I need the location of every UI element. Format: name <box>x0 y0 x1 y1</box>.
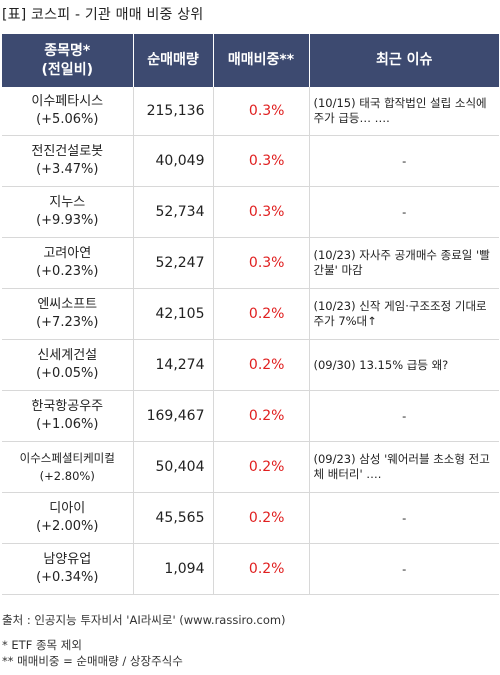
header-issue: 최근 이슈 <box>309 34 499 87</box>
stock-name: 전진건설로봇 <box>31 144 104 159</box>
recent-issue: (09/30) 13.15% 급등 왜? <box>309 339 499 391</box>
stock-name: 디아이 <box>49 501 86 516</box>
header-name-line1: 종목명* <box>44 42 91 59</box>
recent-issue-text: - <box>402 561 407 576</box>
stock-name: 이수페타시스 <box>31 94 104 109</box>
recent-issue: (10/23) 신작 게임·구조조정 기대로 주가 7%대↑ <box>309 288 499 340</box>
stock-name-cell: 신세계건설 (+0.05%) <box>2 339 134 391</box>
stock-name-cell: 지누스 (+9.93%) <box>2 186 134 238</box>
header-name: 종목명* (전일비) <box>2 34 134 87</box>
table-row: 고려아연 (+0.23%) 52,247 0.3% (10/23) 자사주 공개매수 종… <box>2 237 499 289</box>
source-note: 출처 : 인공지능 투자비서 'AI라씨로' (www.rassiro.com) <box>2 613 286 627</box>
stock-change: (+5.06%) <box>36 112 99 127</box>
stock-name-cell: 디아이 (+2.00%) <box>2 492 134 544</box>
table-row: 신세계건설 (+0.05%) 14,274 0.2% (09/30) 13.15% 급등… <box>2 339 499 391</box>
recent-issue: (10/23) 자사주 공개매수 종료일 '빨간불' 마감 <box>309 237 499 289</box>
stock-name-cell: 남양유업 (+0.34%) <box>2 543 134 595</box>
net-volume: 52,734 <box>133 186 214 238</box>
net-volume: 1,094 <box>133 543 214 595</box>
stock-name-cell: 전진건설로봇 (+3.47%) <box>2 135 134 187</box>
institution-trading-table: 종목명* (전일비) 순매매량 매매비중** 최근 이슈 이수페타시스 (+5.0… <box>2 34 499 595</box>
trade-ratio: 0.3% <box>213 186 310 238</box>
footnote-ratio: ** 매매비중 = 순매매량 / 상장주식수 <box>2 654 183 668</box>
recent-issue-text: (10/23) 자사주 공개매수 종료일 '빨간불' 마감 <box>313 248 490 277</box>
stock-change: (+1.06%) <box>36 417 99 432</box>
net-volume: 14,274 <box>133 339 214 391</box>
stock-change: (+9.93%) <box>36 213 99 228</box>
trade-ratio: 0.2% <box>213 288 310 340</box>
table-row: 이수페타시스 (+5.06%) 215,136 0.3% (10/15) 태국 합작법인… <box>2 87 499 136</box>
stock-name: 남양유업 <box>43 552 92 567</box>
trade-ratio: 0.2% <box>213 543 310 595</box>
table-row: 한국항공우주 (+1.06%) 169,467 0.2% - <box>2 390 499 442</box>
header-ratio: 매매비중** <box>213 34 310 87</box>
table-row: 남양유업 (+0.34%) 1,094 0.2% - <box>2 543 499 595</box>
recent-issue: - <box>309 492 499 544</box>
stock-name: 엔씨소프트 <box>37 297 98 312</box>
recent-issue-text: (10/15) 태국 합작법인 설립 소식에 주가 급등… …. <box>313 96 487 125</box>
net-volume: 215,136 <box>133 87 214 136</box>
stock-name: 이수스페셜티케미컬 <box>19 451 115 465</box>
recent-issue: - <box>309 390 499 442</box>
net-volume: 52,247 <box>133 237 214 289</box>
table-row: 엔씨소프트 (+7.23%) 42,105 0.2% (10/23) 신작 게임·구조조… <box>2 288 499 340</box>
table-row: 지누스 (+9.93%) 52,734 0.3% - <box>2 186 499 238</box>
recent-issue-text: (09/23) 삼성 '웨어러블 초소형 전고체 배터리' …. <box>313 452 490 481</box>
recent-issue-text: - <box>402 153 407 168</box>
header-volume: 순매매량 <box>133 34 214 87</box>
table-header-row: 종목명* (전일비) 순매매량 매매비중** 최근 이슈 <box>2 34 499 87</box>
stock-name: 한국항공우주 <box>31 399 104 414</box>
trade-ratio: 0.2% <box>213 339 310 391</box>
stock-change: (+0.34%) <box>36 570 99 585</box>
stock-name: 고려아연 <box>43 246 92 261</box>
stock-name-cell: 이수스페셜티케미컬 (+2.80%) <box>2 441 134 493</box>
net-volume: 45,565 <box>133 492 214 544</box>
trade-ratio: 0.3% <box>213 87 310 136</box>
table-row: 이수스페셜티케미컬 (+2.80%) 50,404 0.2% (09/23) 삼성 '웨… <box>2 441 499 493</box>
stock-change: (+2.00%) <box>36 519 99 534</box>
recent-issue-text: (10/23) 신작 게임·구조조정 기대로 주가 7%대↑ <box>313 299 487 328</box>
trade-ratio: 0.2% <box>213 492 310 544</box>
trade-ratio: 0.3% <box>213 135 310 187</box>
net-volume: 42,105 <box>133 288 214 340</box>
stock-name-cell: 고려아연 (+0.23%) <box>2 237 134 289</box>
page-title: [표] 코스피 - 기관 매매 비중 상위 <box>2 7 204 23</box>
footnote-etf: * ETF 종목 제외 <box>2 638 82 652</box>
net-volume: 50,404 <box>133 441 214 493</box>
trade-ratio: 0.2% <box>213 441 310 493</box>
stock-change: (+2.80%) <box>39 469 95 483</box>
stock-name-cell: 엔씨소프트 (+7.23%) <box>2 288 134 340</box>
recent-issue: (10/15) 태국 합작법인 설립 소식에 주가 급등… …. <box>309 87 499 136</box>
recent-issue-text: (09/30) 13.15% 급등 왜? <box>313 357 449 372</box>
recent-issue-text: - <box>402 204 407 219</box>
stock-name-cell: 한국항공우주 (+1.06%) <box>2 390 134 442</box>
table-row: 디아이 (+2.00%) 45,565 0.2% - <box>2 492 499 544</box>
trade-ratio: 0.3% <box>213 237 310 289</box>
stock-name: 지누스 <box>49 195 86 210</box>
recent-issue: - <box>309 543 499 595</box>
stock-name-cell: 이수페타시스 (+5.06%) <box>2 87 134 136</box>
net-volume: 40,049 <box>133 135 214 187</box>
stock-change: (+7.23%) <box>36 315 99 330</box>
recent-issue-text: - <box>402 510 407 525</box>
net-volume: 169,467 <box>133 390 214 442</box>
stock-name: 신세계건설 <box>37 348 98 363</box>
table-row: 전진건설로봇 (+3.47%) 40,049 0.3% - <box>2 135 499 187</box>
recent-issue: (09/23) 삼성 '웨어러블 초소형 전고체 배터리' …. <box>309 441 499 493</box>
stock-change: (+3.47%) <box>36 162 99 177</box>
stock-change: (+0.23%) <box>36 264 99 279</box>
recent-issue: - <box>309 135 499 187</box>
recent-issue-text: - <box>402 408 407 423</box>
header-name-line2: (전일비) <box>41 61 93 78</box>
recent-issue: - <box>309 186 499 238</box>
trade-ratio: 0.2% <box>213 390 310 442</box>
stock-change: (+0.05%) <box>36 366 99 381</box>
